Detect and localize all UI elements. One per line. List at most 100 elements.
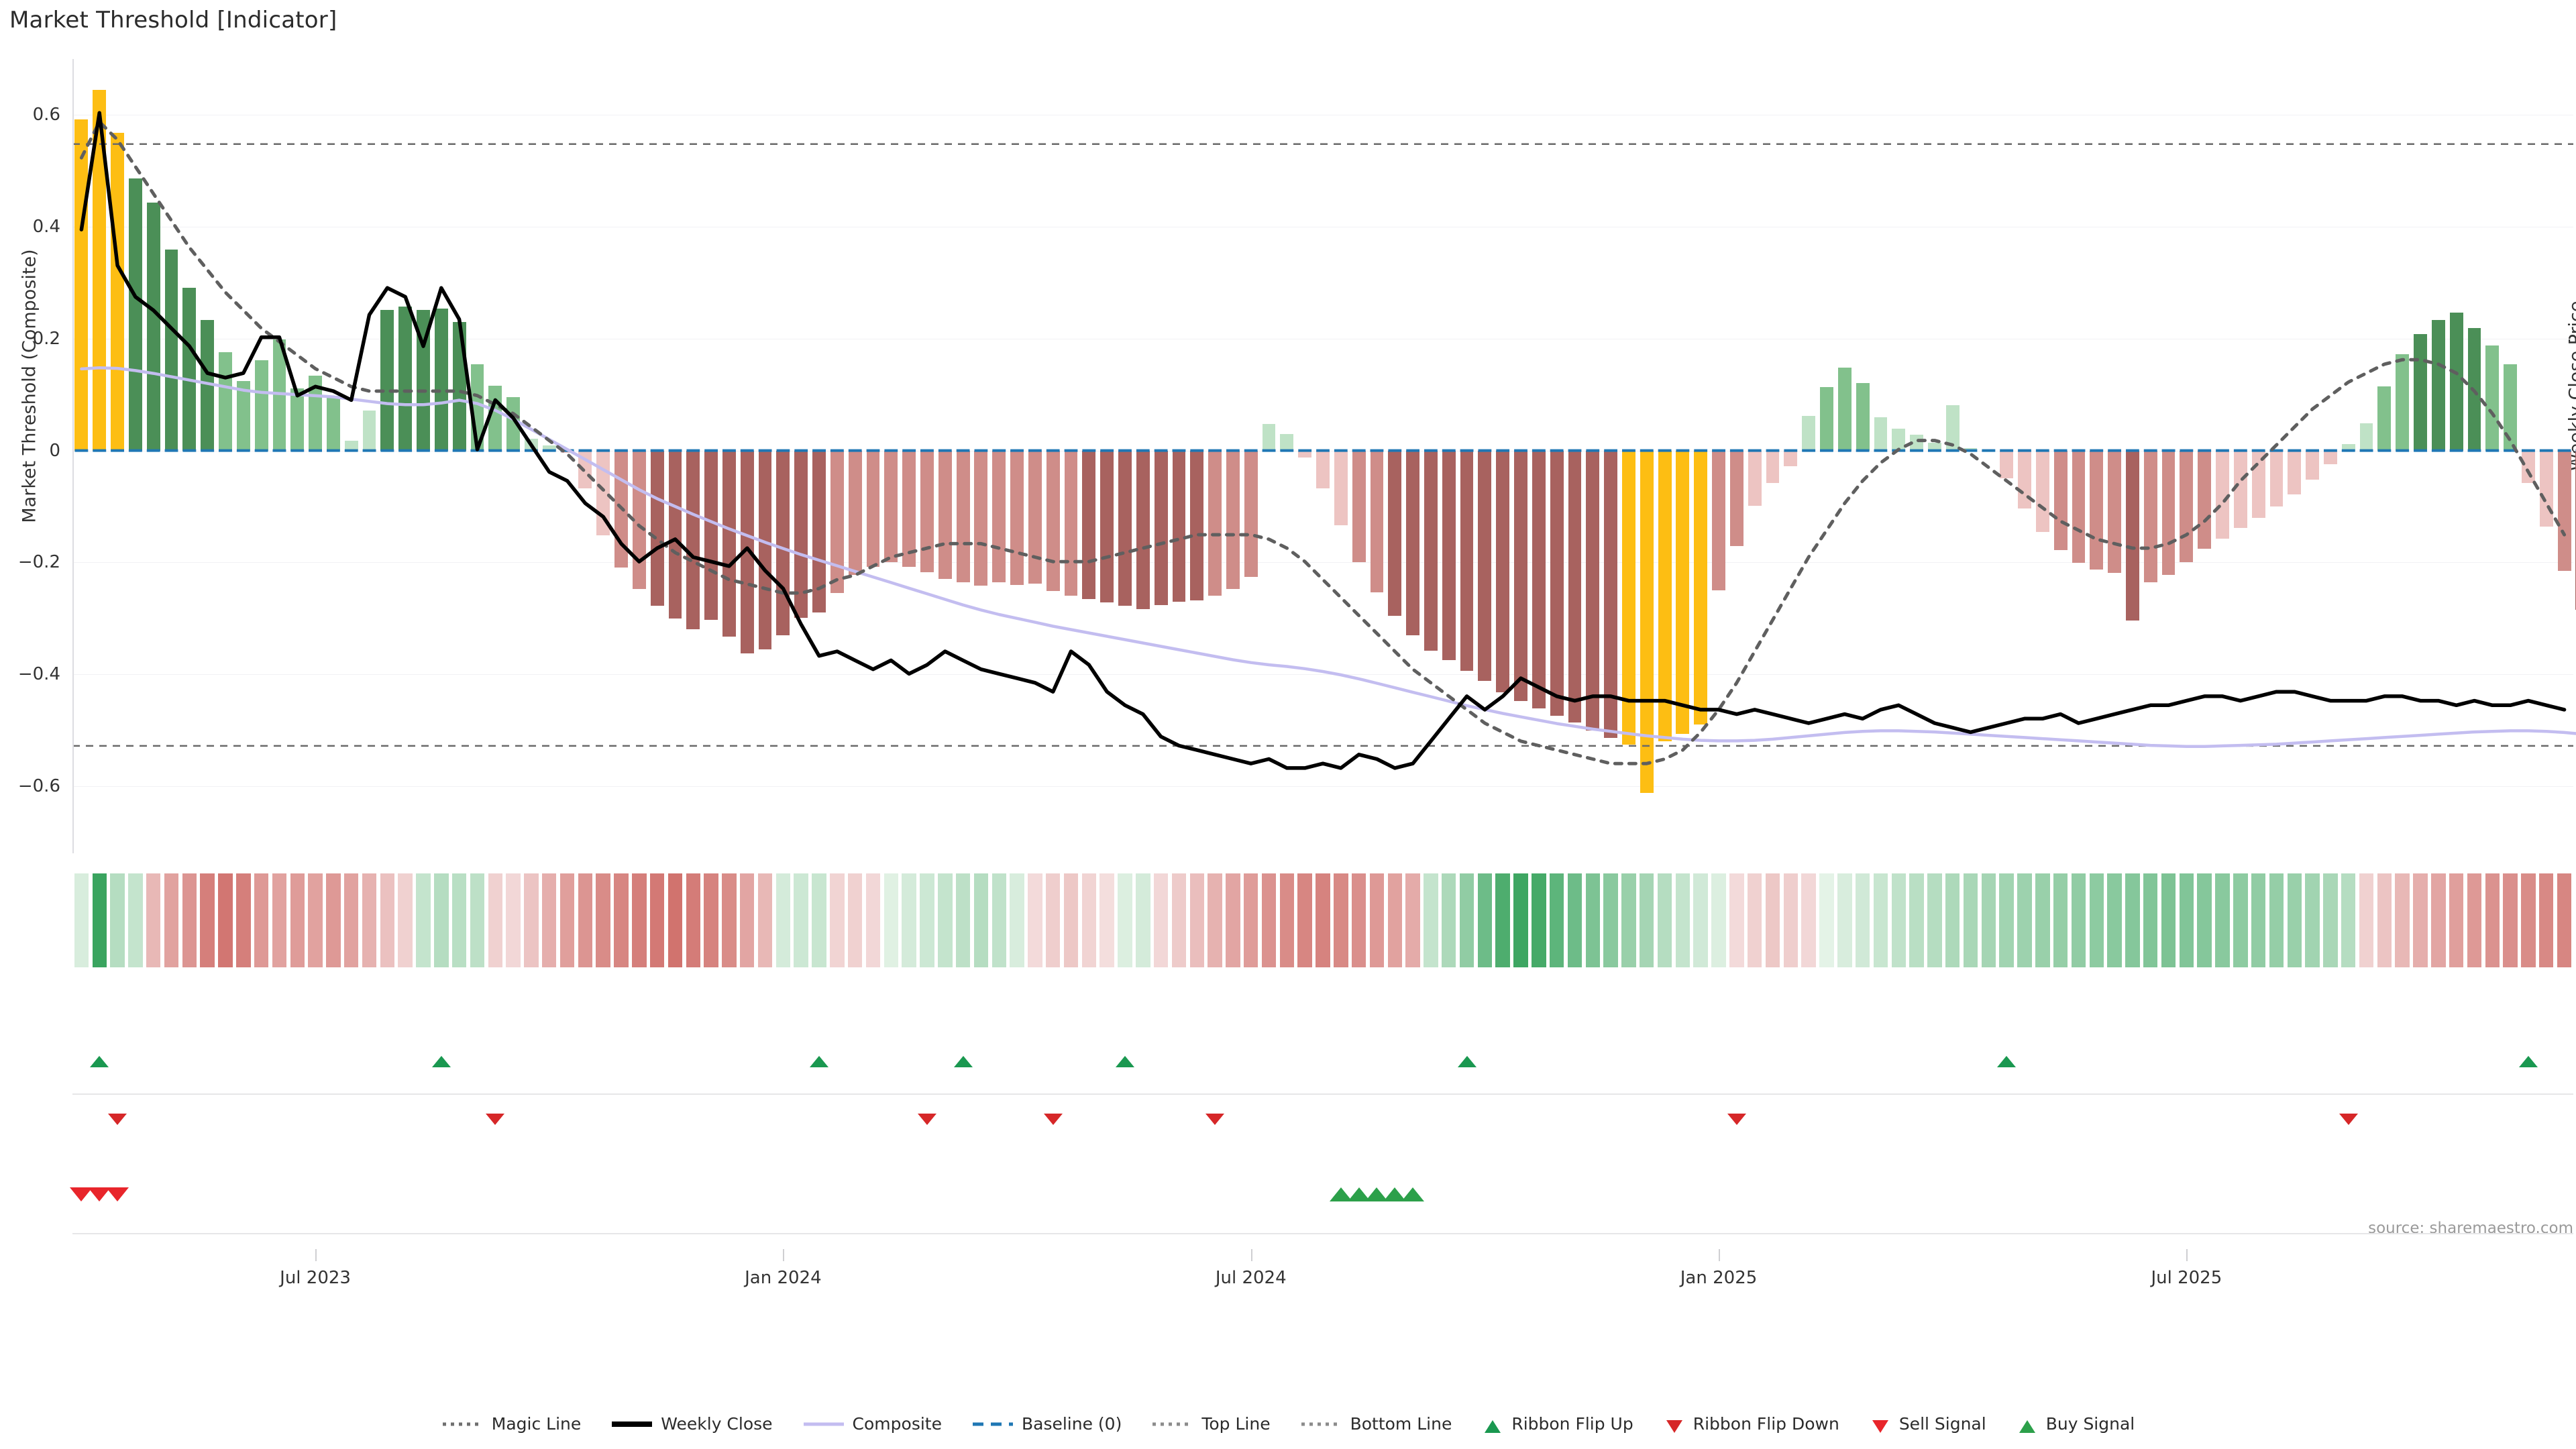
ribbon-cell xyxy=(2557,873,2572,967)
ribbon-cell xyxy=(1442,873,1456,967)
histogram-bar xyxy=(1729,450,1743,547)
ribbon-cell xyxy=(1279,873,1295,967)
histogram-bar xyxy=(1640,450,1654,793)
ribbon-cell xyxy=(182,873,197,967)
ribbon-cell xyxy=(1927,873,1942,967)
histogram-bar xyxy=(182,288,197,451)
x-axis-tick-mark xyxy=(783,1249,785,1261)
histogram-bar xyxy=(1892,429,1906,451)
histogram-bar xyxy=(2018,450,2031,509)
x-axis-tick-label: Jan 2025 xyxy=(1680,1268,1758,1288)
x-axis-tick-mark xyxy=(315,1249,317,1261)
legend-item[interactable]: Baseline (0) xyxy=(971,1414,1122,1434)
ribbon-flip-up-marker xyxy=(90,1056,109,1067)
legend-item[interactable]: Bottom Line xyxy=(1300,1414,1452,1434)
histogram-bar xyxy=(1586,450,1600,731)
buy-signal-marker xyxy=(1347,1187,1371,1201)
ribbon-cell xyxy=(578,873,593,967)
histogram-bar xyxy=(1874,417,1888,451)
dotted-line-swatch xyxy=(1151,1417,1194,1431)
histogram-bar xyxy=(794,450,808,618)
histogram-bar xyxy=(2414,334,2427,451)
ribbon-cell xyxy=(1640,873,1654,967)
triangle-down-icon xyxy=(1663,1417,1686,1433)
buy-signal-marker xyxy=(1383,1187,1407,1201)
histogram-bar xyxy=(2108,450,2121,574)
histogram-bar xyxy=(2557,450,2571,571)
y-axis-left-tick-label: 0.2 xyxy=(32,328,60,349)
ribbon-cell xyxy=(2251,873,2266,967)
y-axis-left-tick-label: −0.2 xyxy=(17,552,60,573)
histogram-bar xyxy=(722,450,736,637)
magic-line xyxy=(79,120,2567,765)
sell-signal-marker xyxy=(70,1187,93,1201)
legend-item[interactable]: Sell Signal xyxy=(1869,1414,1986,1434)
histogram-bar xyxy=(2396,354,2410,451)
y-axis-left-tick-label: −0.6 xyxy=(17,775,60,796)
histogram-bar xyxy=(1208,450,1222,596)
main-plot-area: 0.60.40.20−0.2−0.4−0.622.0020.0018.0016.… xyxy=(18,59,2576,853)
ribbon-cell xyxy=(2413,873,2428,967)
ribbon-cell xyxy=(218,873,233,967)
legend-item[interactable]: Top Line xyxy=(1151,1414,1271,1434)
legend-item[interactable]: Composite xyxy=(802,1414,942,1434)
legend-item[interactable]: Ribbon Flip Down xyxy=(1663,1414,1839,1434)
ribbon-cell xyxy=(200,873,215,967)
ribbon-flip-up-marker xyxy=(431,1056,451,1067)
ribbon-cell xyxy=(2305,873,2320,967)
legend-item[interactable]: Weekly Close xyxy=(610,1414,773,1434)
ribbon-cell xyxy=(2521,873,2536,967)
legend-item-label: Bottom Line xyxy=(1350,1414,1452,1434)
ribbon-cell xyxy=(2467,873,2482,967)
ribbon-cell xyxy=(1099,873,1114,967)
ribbon-cell xyxy=(775,873,791,967)
legend-item[interactable]: Magic Line xyxy=(441,1414,582,1434)
histogram-bar xyxy=(2324,450,2337,464)
ribbon-cell xyxy=(451,873,467,967)
ribbon-cell xyxy=(1405,873,1420,967)
y-axis-left-tick-label: 0.6 xyxy=(32,105,60,125)
ribbon-cell xyxy=(865,873,881,967)
histogram-bar xyxy=(1316,450,1330,489)
ribbon-cell xyxy=(2449,873,2464,967)
histogram-bar xyxy=(1064,450,1078,596)
legend: Magic Line Weekly Close Composite Baseline … xyxy=(0,1414,2576,1434)
line-overlay xyxy=(72,111,2576,770)
legend-item-label: Top Line xyxy=(1201,1414,1271,1434)
legend-item-label: Weekly Close xyxy=(661,1414,773,1434)
dotted-line-swatch xyxy=(441,1417,484,1431)
ribbon-cell xyxy=(1963,873,1978,967)
histogram-bar xyxy=(1190,450,1204,601)
buy-signal-marker xyxy=(1329,1187,1352,1201)
legend-item[interactable]: Ribbon Flip Up xyxy=(1481,1414,1633,1434)
histogram-bar xyxy=(2180,450,2194,562)
histogram-bar xyxy=(1856,382,1870,451)
ribbon-cell xyxy=(2233,873,2248,967)
ribbon-flip-down-marker xyxy=(1205,1114,1225,1125)
legend-item-label: Magic Line xyxy=(491,1414,582,1434)
ribbon-cell xyxy=(2125,873,2140,967)
histogram-bar xyxy=(1676,450,1690,734)
ribbon-cell xyxy=(1513,873,1528,967)
ribbon-cell xyxy=(1532,873,1546,967)
ribbon-cell xyxy=(1495,873,1510,967)
ribbon-cell xyxy=(542,873,557,967)
histogram-bar xyxy=(650,450,664,606)
histogram-bar xyxy=(2035,450,2049,533)
ribbon-cell xyxy=(236,873,251,967)
histogram-bar xyxy=(1766,450,1780,484)
solid-line-swatch xyxy=(610,1417,653,1431)
ribbon-cell xyxy=(1909,873,1924,967)
histogram-bar xyxy=(1172,450,1186,602)
ribbon-cell xyxy=(722,873,737,967)
histogram-bar xyxy=(1694,450,1708,725)
ribbon-cell xyxy=(1711,873,1726,967)
histogram-bar xyxy=(2377,386,2392,451)
legend-item-label: Sell Signal xyxy=(1898,1414,1986,1434)
y-axis-left-tick-label: 0.4 xyxy=(32,217,60,237)
dashed-line-swatch xyxy=(971,1417,1014,1431)
legend-item[interactable]: Buy Signal xyxy=(2016,1414,2135,1434)
y-axis-left-tick-label: 0 xyxy=(49,440,60,461)
histogram-bar xyxy=(2306,450,2320,480)
